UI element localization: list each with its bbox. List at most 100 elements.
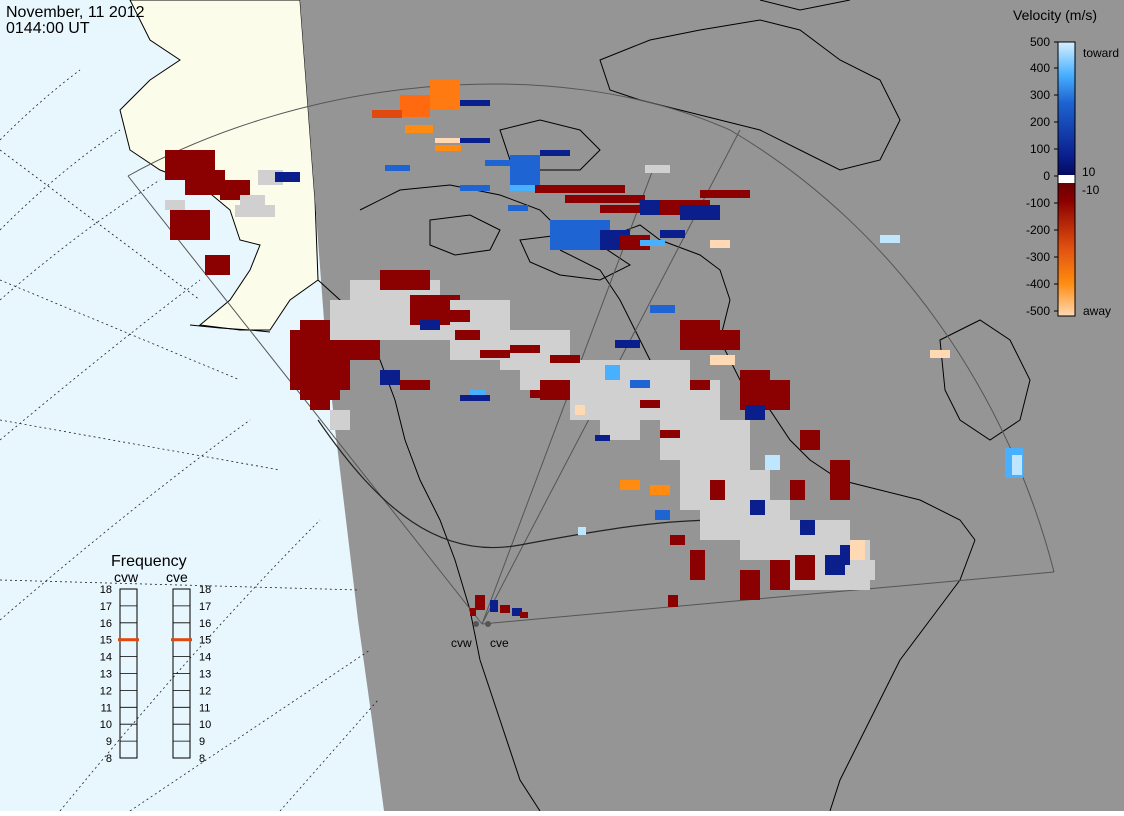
velocity-cell (420, 320, 440, 330)
velocity-cell (770, 560, 790, 590)
velocity-legend: Velocity (m/s) 500400300200100100-10-100… (1013, 7, 1119, 318)
velocity-cell (880, 235, 900, 243)
frequency-scale-label: 14 (199, 652, 211, 664)
velocity-cell (800, 430, 820, 450)
radar-label-cvw: cvw (451, 636, 472, 650)
frequency-scale-label: 16 (199, 618, 211, 630)
legend-tick-label: -300 (1026, 250, 1050, 264)
velocity-cell (385, 165, 410, 171)
velocity-cell (640, 240, 665, 246)
frequency-scale-label: 10 (199, 719, 211, 731)
velocity-cell (460, 185, 490, 191)
frequency-scale-label: 10 (100, 719, 112, 731)
velocity-cell (400, 380, 430, 390)
velocity-cell (655, 510, 670, 520)
legend-tick-label: 300 (1030, 88, 1050, 102)
velocity-cell (800, 520, 815, 535)
velocity-cell (1012, 455, 1022, 475)
frequency-scale-label: 8 (199, 753, 205, 765)
velocity-cell (530, 390, 560, 398)
radar-label-cve: cve (490, 636, 509, 650)
velocity-cell (235, 205, 275, 217)
velocity-cell (540, 150, 570, 156)
legend-tick-label: 0 (1043, 169, 1050, 183)
frequency-scale-label: 13 (199, 669, 211, 681)
velocity-cell (670, 535, 685, 545)
velocity-cell (455, 330, 480, 340)
radar-site-cvw (473, 621, 479, 627)
velocity-cell (490, 600, 498, 612)
velocity-cell (535, 185, 625, 193)
velocity-cell (745, 405, 765, 420)
frequency-scale-label: 11 (199, 702, 210, 714)
velocity-cell (700, 190, 750, 198)
velocity-cell (205, 255, 230, 275)
frequency-title: Frequency (111, 553, 187, 570)
legend-tick-label: -200 (1026, 223, 1050, 237)
radar-sites: cvw cve (451, 621, 509, 650)
velocity-cell (310, 390, 330, 410)
frequency-scale-label: 11 (101, 702, 112, 714)
velocity-cell (165, 200, 185, 210)
velocity-cell (710, 240, 730, 248)
velocity-cell (470, 608, 476, 616)
frequency-panel: Frequency cvw cve 18 17 16 15 14 13 12 11 10 9 8 18… (100, 553, 212, 765)
velocity-cell (565, 195, 645, 203)
velocity-cell (600, 205, 670, 213)
frequency-marker-cvw (118, 638, 139, 642)
header-time: 0144:00 UT (6, 20, 90, 37)
velocity-cell (650, 305, 675, 313)
velocity-cell (520, 612, 528, 618)
velocity-cell (460, 395, 490, 401)
velocity-cell (710, 480, 725, 500)
legend-tick-label: -400 (1026, 277, 1050, 291)
velocity-cell (440, 310, 470, 322)
velocity-cell (570, 400, 600, 408)
velocity-cell (508, 205, 528, 211)
velocity-cell (330, 410, 350, 430)
velocity-cell (650, 485, 670, 495)
velocity-cell (380, 370, 400, 385)
velocity-cell (510, 185, 535, 191)
velocity-cell (668, 595, 678, 607)
frequency-scale-label: 9 (106, 736, 112, 748)
velocity-cell (435, 138, 461, 143)
frequency-scale-label: 14 (100, 652, 112, 664)
velocity-cell (512, 608, 522, 616)
legend-tick-label: -10 (1082, 183, 1100, 197)
legend-tick-label: -500 (1026, 304, 1050, 318)
velocity-cell (690, 380, 710, 390)
velocity-cell (475, 595, 485, 610)
velocity-cell (795, 555, 815, 580)
velocity-cell (750, 500, 765, 515)
velocity-cell (460, 100, 490, 106)
frequency-scale-label: 8 (106, 753, 112, 765)
velocity-cell (372, 110, 402, 118)
header-date: November, 11 2012 (6, 4, 145, 21)
velocity-cell (430, 80, 460, 110)
velocity-cell (185, 170, 225, 195)
velocity-cell (640, 400, 660, 408)
velocity-cell (710, 355, 735, 365)
velocity-cell (740, 570, 760, 600)
frequency-scale-label: 17 (199, 601, 211, 613)
velocity-cell (435, 145, 461, 151)
velocity-cell (850, 540, 865, 560)
velocity-cell (380, 270, 430, 290)
velocity-cell (510, 345, 540, 353)
frequency-scale-label: 12 (100, 685, 112, 697)
velocity-cell (615, 340, 640, 348)
velocity-cell (830, 460, 850, 500)
velocity-cell (860, 560, 875, 580)
velocity-cell (485, 160, 510, 166)
velocity-cell (400, 95, 430, 117)
legend-tick-label: 10 (1082, 165, 1096, 179)
legend-color-bar (1057, 41, 1076, 317)
velocity-cell (620, 480, 640, 490)
velocity-cell (595, 435, 610, 441)
velocity-cell (550, 355, 580, 363)
velocity-cell (680, 205, 720, 220)
velocity-cells (165, 80, 1023, 618)
